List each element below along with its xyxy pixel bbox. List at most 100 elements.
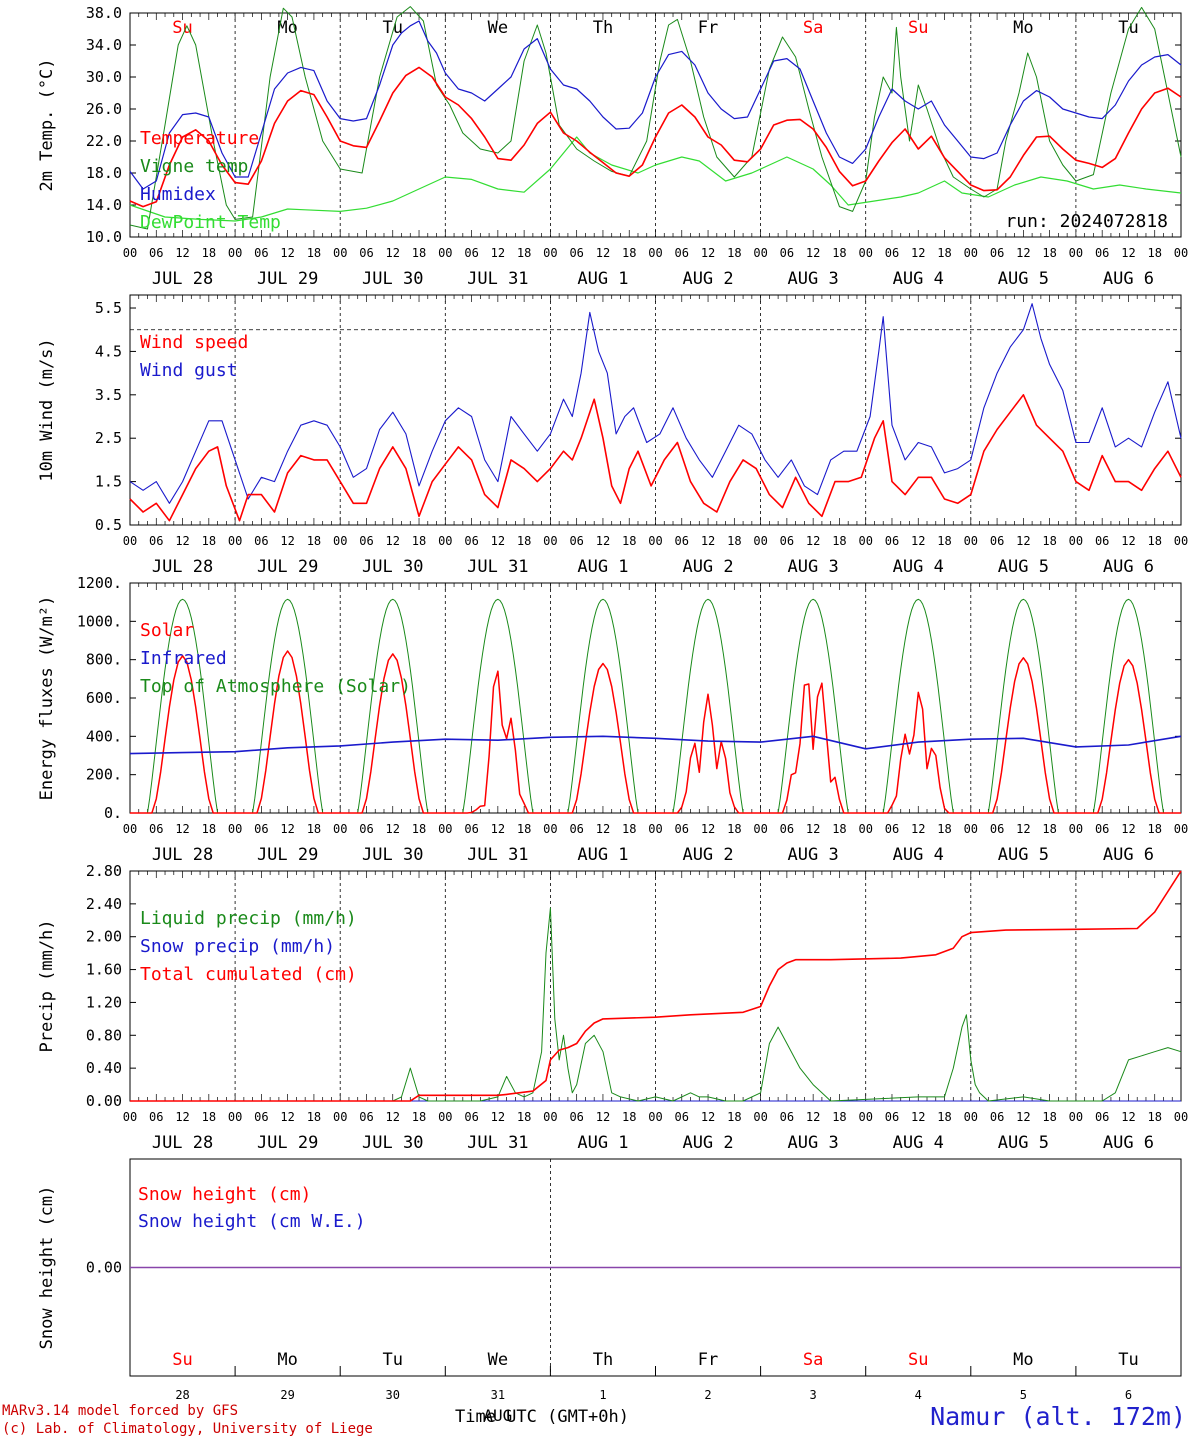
hour-tick-label: 18	[832, 822, 846, 836]
hour-tick-label: 06	[464, 1110, 478, 1124]
hour-tick-label: 12	[1016, 246, 1030, 260]
hour-tick-label: 12	[806, 1110, 820, 1124]
legend-vigne-temp: Vigne temp	[140, 156, 248, 177]
hour-tick-label: 00	[964, 246, 978, 260]
date-label: JUL 30	[362, 1133, 423, 1153]
hour-tick-label: 18	[202, 534, 216, 548]
solar-series-line	[130, 650, 1181, 814]
hour-tick-label: 00	[333, 1110, 347, 1124]
hour-tick-label: 06	[359, 246, 373, 260]
hour-tick-label: 18	[727, 822, 741, 836]
hour-tick-label: 00	[648, 246, 662, 260]
day-name-label: Tu	[383, 18, 403, 38]
hour-tick-label: 06	[254, 1110, 268, 1124]
hour-tick-label: 12	[1121, 534, 1135, 548]
hour-tick-label: 18	[727, 1110, 741, 1124]
hour-tick-label: 18	[412, 246, 426, 260]
date-label: AUG 2	[682, 1133, 733, 1153]
hour-tick-label: 06	[1095, 246, 1109, 260]
hour-tick-label: 12	[175, 534, 189, 548]
bottom-day-name-label: Tu	[1118, 1350, 1138, 1370]
hour-tick-label: 00	[1069, 822, 1083, 836]
hour-tick-label: 06	[675, 822, 689, 836]
y-tick-label: 1.60	[86, 961, 122, 979]
humidex-series-line	[129, 20, 1182, 190]
hour-tick-label: 18	[202, 246, 216, 260]
bottom-day-name-label: Sa	[803, 1350, 823, 1370]
y-axis-label-0: 2m Temp. (°C)	[37, 58, 57, 191]
hour-tick-label: 18	[412, 534, 426, 548]
y-tick-label: 2.80	[86, 862, 122, 880]
y-tick-label: 1200.	[77, 574, 122, 592]
bottom-day-name-label: Mo	[277, 1350, 297, 1370]
hour-tick-label: 06	[254, 246, 268, 260]
hour-tick-label: 18	[832, 534, 846, 548]
date-label: JUL 29	[257, 845, 318, 865]
y-tick-label: 5.5	[95, 299, 122, 317]
date-label: AUG 1	[577, 557, 628, 577]
hour-tick-label: 00	[333, 534, 347, 548]
hour-tick-label: 00	[964, 1110, 978, 1124]
liquid-precip-series-line	[130, 907, 1182, 1102]
hour-tick-label: 00	[648, 1110, 662, 1124]
hour-tick-label: 00	[858, 534, 872, 548]
y-tick-label: 34.0	[86, 36, 122, 54]
hour-tick-label: 12	[701, 534, 715, 548]
day-name-label: Sa	[803, 18, 823, 38]
hour-tick-label: 12	[596, 246, 610, 260]
hour-tick-label: 00	[858, 822, 872, 836]
hour-tick-label: 06	[569, 534, 583, 548]
date-label: AUG 2	[682, 557, 733, 577]
hour-tick-label: 18	[937, 822, 951, 836]
hour-tick-label: 06	[1095, 534, 1109, 548]
hour-tick-label: 18	[517, 822, 531, 836]
hour-tick-label: 12	[806, 822, 820, 836]
y-tick-label: 400.	[86, 727, 122, 745]
legend-infrared: Infrared	[140, 648, 227, 669]
hour-tick-label: 12	[491, 534, 505, 548]
bottom-month-label: AUG	[483, 1406, 512, 1425]
hour-tick-label: 12	[491, 1110, 505, 1124]
hour-tick-label: 06	[569, 246, 583, 260]
hour-tick-label: 00	[438, 246, 452, 260]
y-axis-label-3: Precip (mm/h)	[37, 919, 57, 1052]
hour-tick-label: 06	[780, 246, 794, 260]
hour-tick-label: 06	[464, 246, 478, 260]
dewpoint-series-line	[129, 136, 1182, 222]
y-tick-label: 800.	[86, 651, 122, 669]
panel-frame-0	[129, 12, 1182, 238]
hour-tick-label: 12	[491, 246, 505, 260]
credit-lab: (c) Lab. of Climatology, University of L…	[2, 1421, 373, 1437]
date-label: AUG 5	[998, 1133, 1049, 1153]
hour-tick-label: 12	[280, 534, 294, 548]
date-label: AUG 1	[577, 845, 628, 865]
hour-tick-label: 12	[386, 246, 400, 260]
hour-tick-label: 12	[386, 822, 400, 836]
date-label: AUG 3	[788, 557, 839, 577]
y-axis-label-2: Energy fluxes (W/m²)	[37, 596, 57, 801]
bottom-day-name-label: Su	[908, 1350, 928, 1370]
hour-tick-label: 06	[464, 534, 478, 548]
y-tick-label: 0.5	[95, 516, 122, 534]
bottom-day-name-label: We	[488, 1350, 508, 1370]
hour-tick-label: 18	[937, 534, 951, 548]
day-name-label: Th	[593, 18, 613, 38]
hour-tick-label: 00	[333, 822, 347, 836]
legend-snow-precip-mm-h: Snow precip (mm/h)	[140, 936, 335, 957]
hour-tick-label: 12	[596, 822, 610, 836]
hour-tick-label: 18	[622, 246, 636, 260]
y-tick-label: 0.80	[86, 1026, 122, 1044]
hour-tick-label: 06	[149, 534, 163, 548]
hour-tick-label: 12	[701, 1110, 715, 1124]
date-label: JUL 28	[152, 269, 213, 289]
hour-tick-label: 18	[307, 822, 321, 836]
bottom-day-number-label: 6	[1125, 1388, 1132, 1402]
y-tick-label: 1.20	[86, 993, 122, 1011]
hour-tick-label: 06	[990, 1110, 1004, 1124]
hour-tick-label: 00	[228, 534, 242, 548]
hour-tick-label: 12	[911, 1110, 925, 1124]
infrared-series-line	[129, 735, 1182, 755]
legend-temperature: Temperature	[140, 128, 259, 149]
hour-tick-label: 12	[806, 246, 820, 260]
y-tick-label: 38.0	[86, 4, 122, 22]
